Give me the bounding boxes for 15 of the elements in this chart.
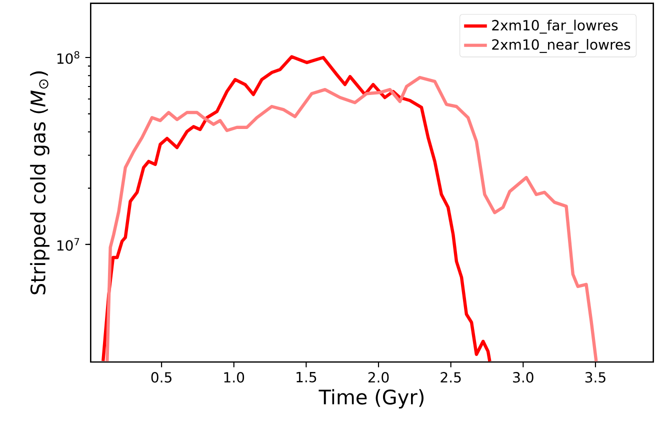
x-axis-title: Time (Gyr) (318, 389, 424, 408)
x-tick-label: 1.5 (296, 372, 316, 382)
x-tick-label: 2.0 (368, 372, 389, 383)
x-tick-label: 0.5 (151, 372, 172, 383)
x-tick-label: 2.5 (440, 372, 461, 383)
line-series (102, 55, 492, 362)
y-axis-title: Stripped cold gas (M$_{⊙}$) (30, 71, 50, 294)
line-series (106, 76, 598, 362)
x-tick-label: 1.0 (224, 372, 244, 383)
x-tick-label: 3.0 (513, 372, 534, 383)
y-tick-label: 10$^{8}$ (57, 51, 80, 64)
legend-label: 2xm10_near_lowres (492, 38, 630, 53)
x-tick-label: 3.5 (585, 372, 606, 383)
y-tick-label: 10$^{7}$ (57, 238, 80, 251)
legend-label: 2xm10_far_lowres (492, 20, 618, 34)
